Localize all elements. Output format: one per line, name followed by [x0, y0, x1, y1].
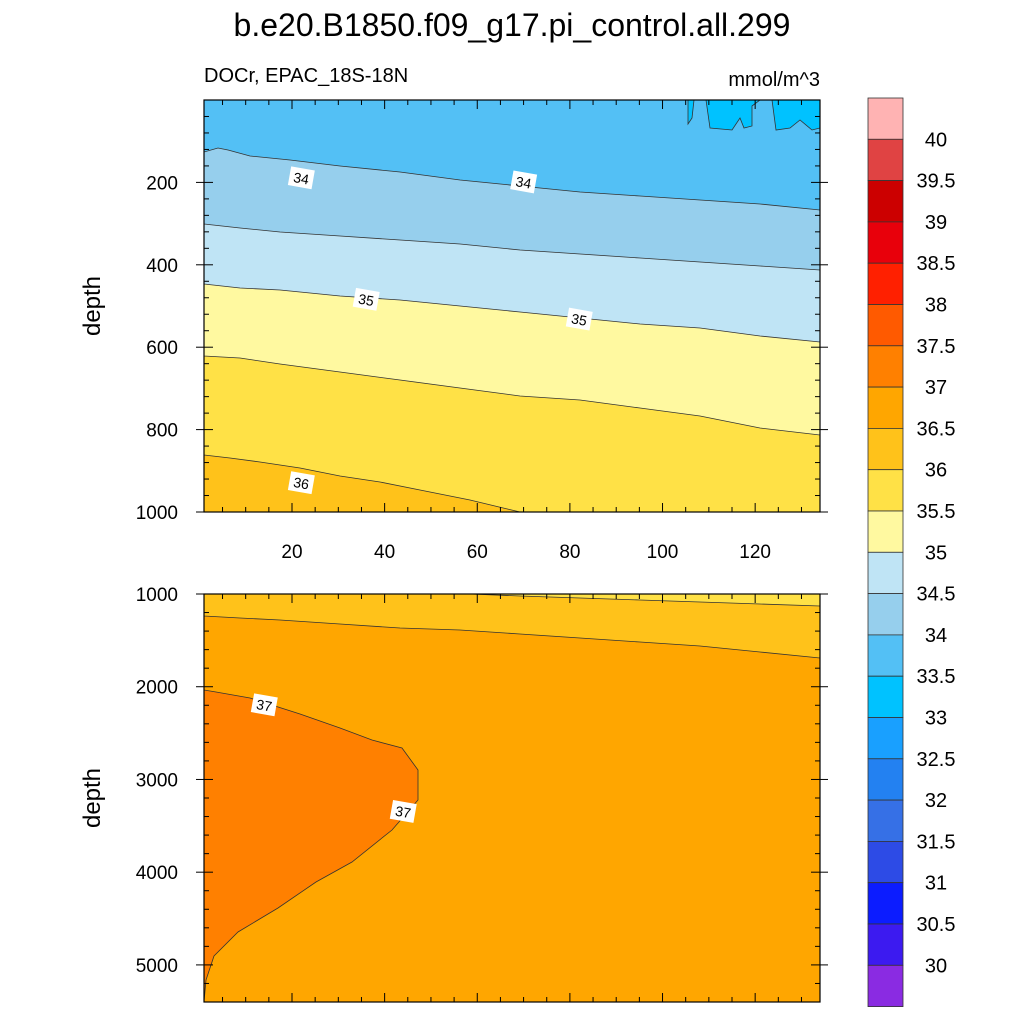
colorbar-level-label: 33	[925, 708, 947, 730]
contour-label-text: 37	[394, 803, 412, 821]
contour-label: 34	[287, 166, 315, 190]
y-tick-label: 2000	[136, 678, 178, 699]
colorbar-swatch	[867, 97, 904, 140]
lower-contour-labels: 37 37	[250, 693, 417, 823]
contour-label: 36	[287, 471, 315, 495]
contour-label-text: 36	[292, 474, 310, 492]
colorbar-level-label: 35.5	[917, 501, 956, 523]
x-tick-label: 40	[374, 542, 395, 563]
x-tick-label: 20	[281, 542, 302, 563]
y-tick-label: 4000	[136, 863, 178, 884]
colorbar-level-label: 39	[925, 212, 947, 234]
contour-label: 37	[389, 799, 417, 823]
contour-label-bg	[250, 693, 278, 717]
colorbar-swatch	[867, 304, 904, 347]
colorbar-level-label: 33.5	[917, 666, 956, 688]
y-tick-label: 800	[146, 421, 178, 442]
region-33.5	[204, 100, 820, 211]
upper-y-axis-label: depth	[79, 276, 106, 336]
chart-title: b.e20.B1850.f09_g17.pi_control.all.299	[234, 7, 791, 43]
colorbar-swatch	[867, 138, 904, 182]
colorbar-swatch	[867, 841, 904, 884]
contour-label: 34	[510, 170, 538, 194]
x-tick-label: 120	[739, 542, 771, 563]
colorbar-swatch	[867, 180, 904, 223]
contour-label-text: 34	[292, 169, 310, 187]
contour-label-bg	[287, 471, 315, 495]
colorbar-swatch	[867, 593, 904, 636]
contour-label-text: 34	[515, 173, 533, 191]
y-tick-label: 200	[146, 173, 178, 194]
contour-label: 37	[250, 693, 278, 717]
contour-label-bg	[510, 170, 538, 194]
colorbar-level-label: 38	[925, 295, 947, 317]
y-tick-label: 1000	[136, 503, 178, 524]
y-tick-label: 400	[146, 256, 178, 277]
colorbar-swatch	[867, 964, 904, 1007]
colorbar-level-label: 40	[925, 129, 947, 151]
colorbar-level-label: 36	[925, 460, 947, 482]
contour-label-bg	[389, 799, 417, 823]
colorbar-swatch	[867, 551, 904, 594]
y-tick-label: 3000	[136, 770, 178, 791]
colorbar-level-label: 37.5	[917, 336, 956, 358]
colorbar-level-label: 30	[925, 955, 947, 977]
colorbar-swatch	[867, 345, 904, 388]
colorbar-swatch	[867, 717, 904, 760]
contour-label-text: 35	[570, 310, 588, 328]
colorbar-level-label: 36.5	[917, 418, 956, 440]
colorbar-level-label: 39.5	[917, 171, 956, 193]
colorbar-swatch	[867, 799, 904, 842]
contour-label-bg	[565, 307, 593, 331]
colorbar-swatch	[867, 262, 904, 305]
lower-panel: 1000 2000 3000 4000 5000 37 37 depth	[79, 585, 828, 1003]
colorbar-level-label: 30.5	[917, 914, 956, 936]
colorbar-level-label: 34.5	[917, 584, 956, 606]
y-tick-label: 5000	[136, 956, 178, 977]
lower-y-axis-label: depth	[79, 768, 106, 828]
colorbar-swatch	[867, 427, 904, 471]
colorbar-swatch	[867, 758, 904, 801]
contour-label-text: 37	[255, 696, 273, 714]
upper-contour-labels: 34 34 35 35 36	[287, 166, 593, 495]
colorbar-level-label: 32.5	[917, 749, 956, 771]
colorbar-swatch	[867, 882, 904, 925]
colorbar-swatch	[867, 221, 904, 264]
upper-ticks: 20 40 60 80 100 120 200 400 600 800 1000	[136, 100, 828, 563]
units-label: mmol/m^3	[728, 69, 820, 91]
region-33	[687, 100, 820, 131]
region-36-lower	[204, 594, 820, 659]
x-tick-label: 80	[559, 542, 580, 563]
x-tick-label: 100	[647, 542, 679, 563]
colorbar-swatch	[867, 923, 904, 966]
y-tick-label: 600	[146, 338, 178, 359]
colorbar: 40 39.5 39 38.5 38 37.5 37 36.5 36 35.5 35 34.5 34 33…	[867, 97, 956, 1007]
variable-label: DOCr, EPAC_18S-18N	[204, 65, 408, 87]
contour-label: 35	[352, 287, 380, 311]
colorbar-level-label: 37	[925, 377, 947, 399]
colorbar-level-label: 31.5	[917, 831, 956, 853]
colorbar-swatch	[867, 675, 904, 718]
colorbar-swatch	[867, 386, 904, 429]
contour-label: 35	[565, 307, 593, 331]
colorbar-swatch	[867, 510, 904, 553]
contour-label-bg	[287, 166, 315, 190]
colorbar-level-label: 32	[925, 790, 947, 812]
colorbar-swatch	[867, 634, 904, 677]
colorbar-level-label: 34	[925, 625, 947, 647]
colorbar-swatch	[867, 469, 904, 512]
y-tick-label: 1000	[136, 585, 178, 606]
colorbar-level-label: 35	[925, 542, 947, 564]
contour-label-bg	[352, 287, 380, 311]
contour-label-text: 35	[357, 291, 375, 309]
colorbar-level-label: 38.5	[917, 253, 956, 275]
x-tick-label: 60	[467, 542, 488, 563]
colorbar-level-label: 31	[925, 873, 947, 895]
lower-ticks: 1000 2000 3000 4000 5000	[136, 585, 828, 1003]
upper-plot-frame	[203, 99, 821, 513]
